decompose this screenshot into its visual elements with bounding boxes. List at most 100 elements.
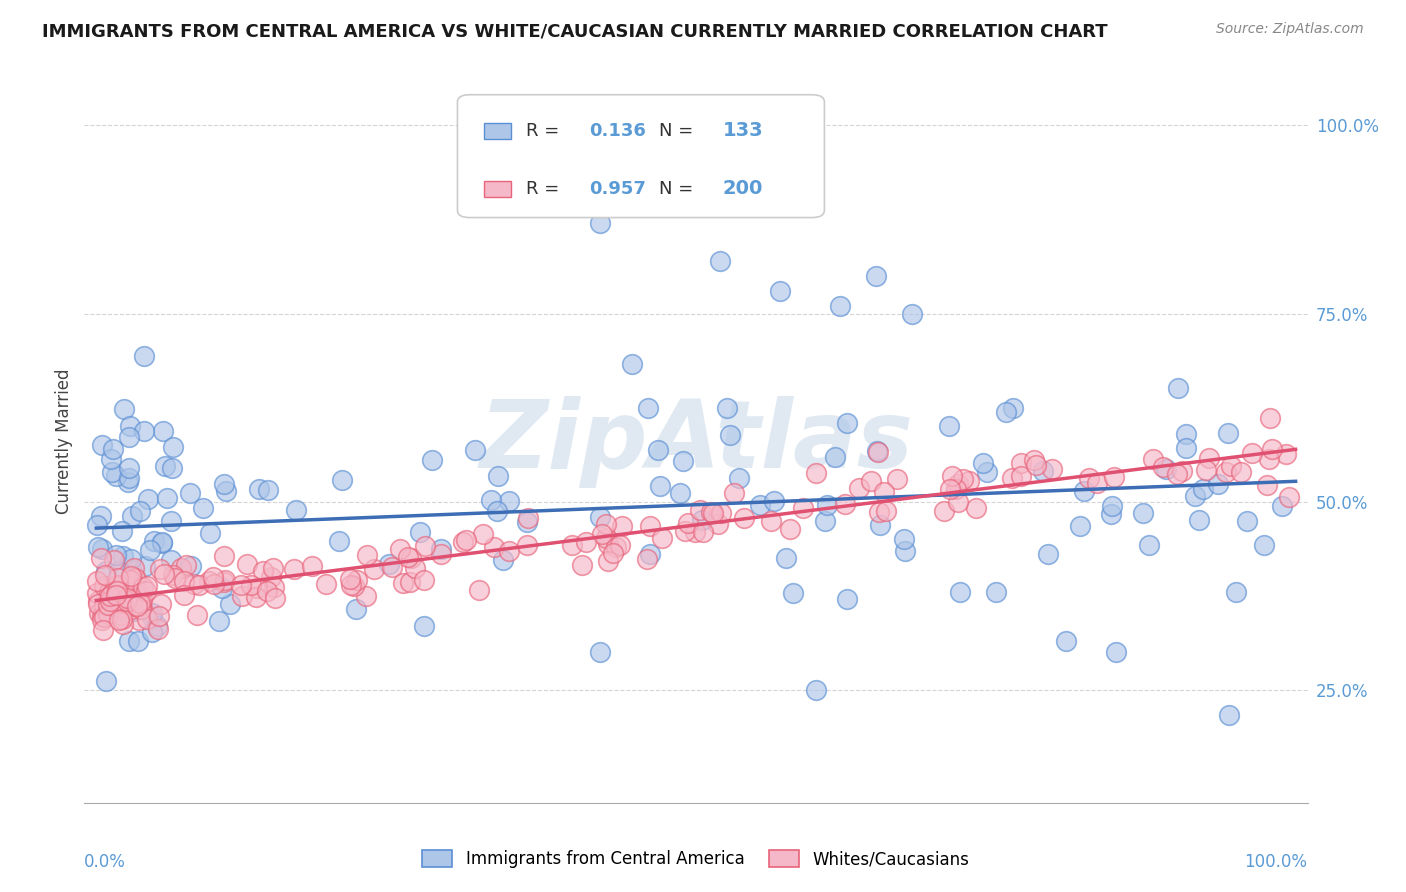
Point [90, 438, 112, 452]
Point [134, 559, 156, 574]
Point [141, 606, 163, 620]
Point [392, 576, 415, 591]
Point [346, 573, 368, 587]
Point [104, 468, 127, 483]
Point [1132, 506, 1154, 520]
Point [837, 416, 859, 430]
Point [1137, 539, 1160, 553]
Point [1175, 442, 1198, 456]
Point [111, 616, 134, 631]
Point [138, 492, 160, 507]
Text: R =: R = [526, 122, 565, 140]
Point [117, 578, 139, 592]
Point [94, 568, 117, 582]
Point [160, 553, 183, 567]
Point [163, 571, 186, 585]
Point [1258, 410, 1281, 425]
Point [716, 401, 738, 415]
Point [162, 461, 184, 475]
Point [1271, 499, 1294, 513]
Point [104, 580, 127, 594]
Point [236, 558, 259, 572]
Point [430, 548, 453, 562]
Point [125, 599, 148, 613]
Point [1256, 478, 1278, 492]
Point [98, 590, 121, 604]
Point [866, 444, 889, 458]
Point [211, 581, 233, 595]
Point [733, 511, 755, 525]
Point [136, 579, 159, 593]
Point [1208, 476, 1230, 491]
Text: 0.0%: 0.0% [84, 854, 127, 871]
Point [153, 567, 176, 582]
Point [651, 531, 673, 545]
Point [86, 597, 108, 611]
Point [399, 574, 422, 589]
Point [409, 524, 432, 539]
Point [941, 469, 963, 483]
Point [596, 554, 619, 568]
Point [328, 533, 350, 548]
Point [748, 498, 770, 512]
Point [112, 549, 135, 564]
Point [792, 500, 814, 515]
Point [94, 564, 117, 578]
Point [683, 524, 706, 539]
Point [779, 522, 801, 536]
Point [124, 592, 146, 607]
Point [262, 560, 284, 574]
Y-axis label: Currently Married: Currently Married [55, 368, 73, 515]
Point [472, 526, 495, 541]
Point [215, 484, 238, 499]
Point [122, 604, 145, 618]
Point [201, 569, 224, 583]
Point [451, 535, 474, 549]
Point [609, 538, 631, 552]
Point [153, 458, 176, 473]
Point [636, 551, 658, 566]
Text: ZipAtlas: ZipAtlas [479, 395, 912, 488]
Point [148, 608, 170, 623]
Point [782, 586, 804, 600]
Point [108, 586, 131, 600]
Text: 133: 133 [723, 121, 763, 140]
Point [610, 519, 633, 533]
Point [129, 588, 152, 602]
Point [263, 580, 285, 594]
Point [87, 540, 110, 554]
Point [1261, 442, 1284, 456]
FancyBboxPatch shape [484, 123, 512, 139]
Point [127, 633, 149, 648]
Point [180, 558, 202, 573]
Point [413, 574, 436, 588]
Point [690, 513, 713, 527]
Point [389, 541, 412, 556]
Point [121, 588, 143, 602]
Point [260, 570, 283, 584]
Point [938, 418, 960, 433]
Point [517, 511, 540, 525]
Point [176, 558, 198, 572]
Point [723, 486, 745, 500]
Point [212, 477, 235, 491]
Point [1152, 460, 1174, 475]
Point [118, 471, 141, 485]
Point [824, 450, 846, 464]
Point [124, 571, 146, 585]
Point [498, 544, 520, 558]
Point [97, 607, 120, 621]
Point [150, 536, 173, 550]
Point [378, 557, 401, 571]
Point [191, 500, 214, 515]
Point [117, 575, 139, 590]
Point [875, 504, 897, 518]
Point [120, 551, 142, 566]
Point [315, 576, 337, 591]
Point [214, 549, 236, 563]
Point [1101, 499, 1123, 513]
Point [117, 475, 139, 490]
Point [284, 503, 307, 517]
Point [339, 577, 361, 591]
Point [718, 428, 741, 442]
